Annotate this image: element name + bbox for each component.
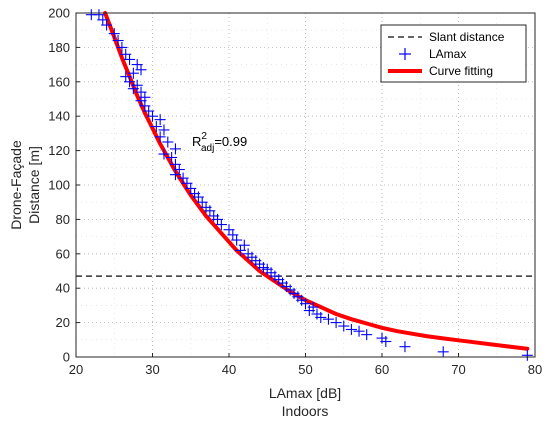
y-tick-label: 80: [56, 212, 70, 227]
legend-label-curve: Curve fitting: [429, 64, 493, 78]
y-tick-label: 200: [48, 6, 70, 21]
legend: Slant distance LAmax Curve fitting: [380, 24, 527, 83]
lamax-point: [361, 329, 373, 341]
lamax-point: [127, 67, 139, 79]
lamax-point: [353, 325, 365, 337]
legend-label-slant: Slant distance: [429, 30, 505, 44]
grid: [76, 13, 535, 357]
lamax-point: [330, 317, 342, 329]
y-tick-label: 160: [48, 74, 70, 89]
lamax-point: [345, 323, 357, 335]
r-squared-sup: 2: [201, 131, 207, 142]
lamax-point: [303, 305, 315, 317]
lamax-point: [315, 311, 327, 323]
legend-label-lamax: LAmax: [429, 47, 466, 61]
r-squared-sub: adj: [201, 143, 214, 154]
x-tick-label: 70: [451, 362, 465, 377]
y-ticks: 0 20 40 60 80 100 120 140 160 180 200: [48, 6, 80, 365]
lamax-point: [124, 76, 136, 88]
r-squared-annotation: R2 adj=0.99: [192, 131, 247, 154]
x-axis-label-2: Indoors: [282, 403, 329, 419]
lamax-point: [158, 124, 170, 136]
lamax-point: [234, 244, 246, 256]
x-tick-label: 60: [375, 362, 389, 377]
lamax-point: [521, 349, 533, 361]
y-tick-label: 40: [56, 281, 70, 296]
x-tick-label: 30: [145, 362, 159, 377]
lamax-point: [101, 19, 113, 31]
lamax-point: [135, 64, 147, 76]
lamax-point: [166, 151, 178, 163]
lamax-point: [437, 346, 449, 358]
scatter-layer: [85, 9, 533, 361]
lamax-point: [127, 83, 139, 95]
curve-fitting-line: [103, 11, 530, 351]
x-tick-label: 80: [528, 362, 542, 377]
lamax-point: [162, 136, 174, 148]
y-tick-label: 60: [56, 246, 70, 261]
y-tick-label: 20: [56, 315, 70, 330]
lamax-point: [215, 219, 227, 231]
y-axis-label-line2: Distance [m]: [26, 146, 42, 224]
y-tick-label: 100: [48, 178, 70, 193]
lamax-point: [116, 41, 128, 53]
lamax-point: [124, 53, 136, 65]
y-tick-label: 120: [48, 143, 70, 158]
lamax-point: [322, 313, 334, 325]
y-tick-label: 180: [48, 40, 70, 55]
lamax-point: [399, 341, 411, 353]
lamax-point: [150, 121, 162, 133]
lamax-point: [338, 320, 350, 332]
y-axis-label-line1: Drone-Façade: [8, 140, 24, 230]
y-tick-label: 0: [63, 350, 70, 365]
lamax-point: [231, 234, 243, 246]
x-ticks: 20 30 40 50 60 70 80: [69, 353, 542, 377]
lamax-point: [158, 148, 170, 160]
x-tick-label: 20: [69, 362, 83, 377]
x-tick-label: 40: [222, 362, 236, 377]
y-tick-label: 140: [48, 109, 70, 124]
curve-layer: [103, 11, 530, 351]
lamax-point: [112, 35, 124, 47]
lamax-point: [169, 143, 181, 155]
lamax-point: [147, 110, 158, 122]
lamax-point: [154, 114, 166, 126]
legend-swatch-lamax: [399, 48, 411, 60]
x-tick-label: 50: [298, 362, 312, 377]
r-squared-base: R: [192, 134, 201, 149]
x-axis-label: LAmax [dB]: [269, 385, 341, 401]
r-squared-value: =0.99: [214, 134, 247, 149]
lamax-point: [300, 298, 311, 310]
lamax-point: [380, 336, 392, 348]
lamax-point: [154, 131, 166, 143]
lamax-point: [108, 28, 120, 40]
lamax-point: [169, 169, 181, 181]
